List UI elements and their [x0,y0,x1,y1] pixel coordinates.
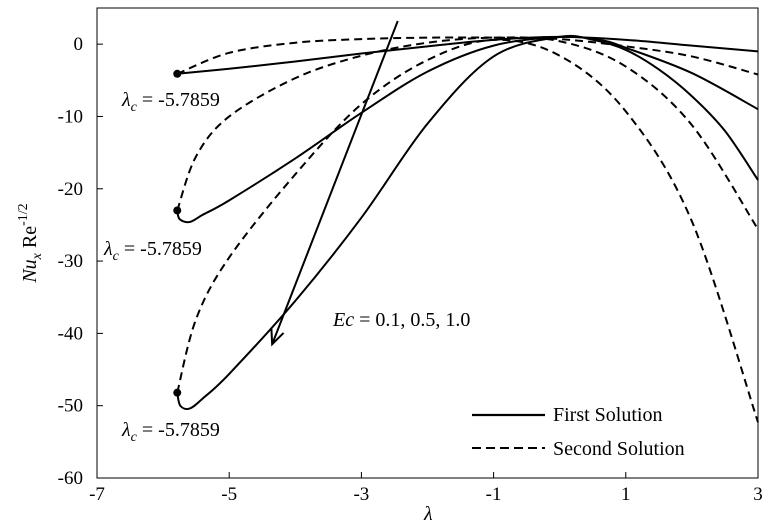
lambda-subscript: c [131,430,138,445]
y-label-base: Nu [19,259,41,283]
y-tick-label: 0 [74,34,84,55]
critical-value: = -5.7859 [119,238,202,260]
ec-arrow [270,20,399,347]
y-tick-label: -60 [58,468,83,489]
lambda-symbol: λ [103,238,113,260]
legend: First Solution Second Solution [472,404,685,460]
x-tick-label: 3 [753,484,762,505]
critical-label: λc = -5.7859 [121,89,220,115]
critical-points [173,69,182,397]
legend-label-second: Second Solution [553,438,685,460]
first-solution-curve-1 [176,35,759,224]
critical-label: λc = -5.7859 [103,238,202,264]
second-solution-curve-4 [176,36,759,230]
curves [176,34,759,423]
critical-value: = -5.7859 [137,89,220,111]
x-tick-label: -1 [486,484,502,505]
y-label-mid: Re [19,226,41,253]
second-solution-curve-3 [176,36,759,76]
plot-frame [96,7,759,479]
y-tick-label: -40 [58,323,83,344]
x-tick-label: -3 [353,484,369,505]
y-tick-label: -30 [58,251,83,272]
y-tick-label: -10 [58,106,83,127]
y-tick-label: -50 [58,396,83,417]
first-solution-curve-0 [177,35,759,75]
critical-point [173,206,182,215]
ec-symbol: Ec [332,309,354,331]
critical-value: = -5.7859 [137,419,220,441]
ec-values: = 0.1, 0.5, 1.0 [354,309,470,331]
y-tick-label: -20 [58,179,83,200]
legend-label-first: First Solution [553,404,662,426]
x-tick-label: 1 [621,484,631,505]
critical-label: λc = -5.7859 [121,419,220,445]
lambda-subscript: c [131,100,138,115]
second-solution-curve-5 [176,38,759,423]
ec-arrow-head [270,328,285,347]
axis-ticks: -7 -5 -3 -1 1 3 0 -10 -20 -30 -40 -50 -60 [58,34,762,505]
first-solution-curve-2 [176,34,759,411]
ec-annotation: Ec = 0.1, 0.5, 1.0 [332,309,470,331]
x-tick-label: -7 [89,484,105,505]
x-axis-label: λ [423,503,433,525]
critical-point [173,69,182,78]
y-label-sub: x [30,252,45,260]
critical-point [173,388,182,397]
y-label-sup: -1/2 [16,203,31,226]
lambda-symbol: λ [121,419,131,441]
y-axis-label: Nux Re-1/2 [16,203,45,283]
x-tick-label: -5 [221,484,237,505]
ec-arrow-shaft [271,20,399,345]
lambda-symbol: λ [121,89,131,111]
lambda-subscript: c [113,249,120,264]
